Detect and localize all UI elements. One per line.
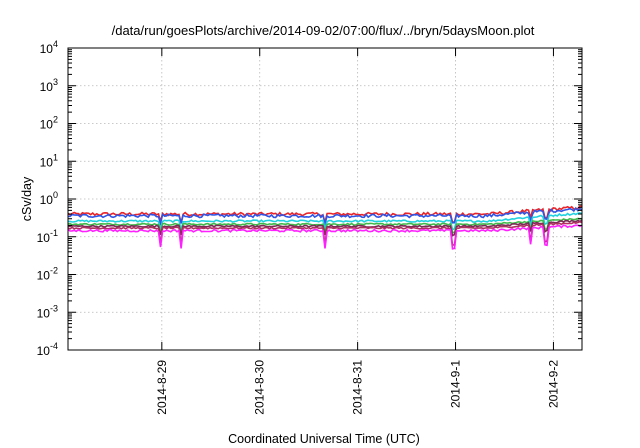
grid — [68, 48, 582, 350]
x-tick-label: 2014-8-31 — [351, 360, 365, 415]
x-tick-label: 2014-9-1 — [449, 360, 463, 408]
ticks: 10-410-310-210-11001011021031042014-8-29… — [37, 39, 582, 415]
series-line — [67, 224, 583, 250]
x-tick-label: 2014-8-29 — [155, 360, 169, 415]
series-line — [67, 219, 583, 237]
y-tick-label: 104 — [40, 39, 58, 56]
y-tick-label: 10-4 — [37, 341, 58, 358]
y-tick-label: 102 — [40, 115, 58, 132]
plot-frame — [67, 47, 583, 351]
y-tick-exponent: -4 — [50, 341, 58, 351]
series-layer — [67, 205, 583, 250]
y-tick-label: 10-2 — [37, 266, 58, 283]
x-tick-label: 2014-8-30 — [253, 360, 267, 415]
y-tick-exponent: 1 — [53, 152, 58, 162]
y-axis-label: cSv/day — [20, 176, 34, 221]
y-tick-exponent: 4 — [53, 39, 58, 49]
y-tick-label: 10-3 — [37, 303, 58, 320]
chart-title: /data/run/goesPlots/archive/2014-09-02/0… — [112, 23, 535, 38]
series-line — [68, 211, 583, 232]
y-tick-label: 10-1 — [37, 228, 58, 245]
y-tick-label: 103 — [40, 77, 58, 94]
y-tick-exponent: -1 — [50, 228, 58, 238]
y-tick-exponent: 0 — [53, 190, 58, 200]
y-tick-exponent: 3 — [53, 77, 58, 87]
y-tick-exponent: -3 — [50, 303, 58, 313]
x-tick-label: 2014-9-2 — [546, 360, 560, 408]
x-axis-label: Coordinated Universal Time (UTC) — [228, 432, 420, 446]
y-tick-label: 100 — [40, 190, 58, 207]
y-tick-exponent: 2 — [53, 115, 58, 125]
y-tick-label: 101 — [40, 152, 58, 169]
series-line — [67, 206, 583, 227]
y-tick-exponent: -2 — [50, 266, 58, 276]
